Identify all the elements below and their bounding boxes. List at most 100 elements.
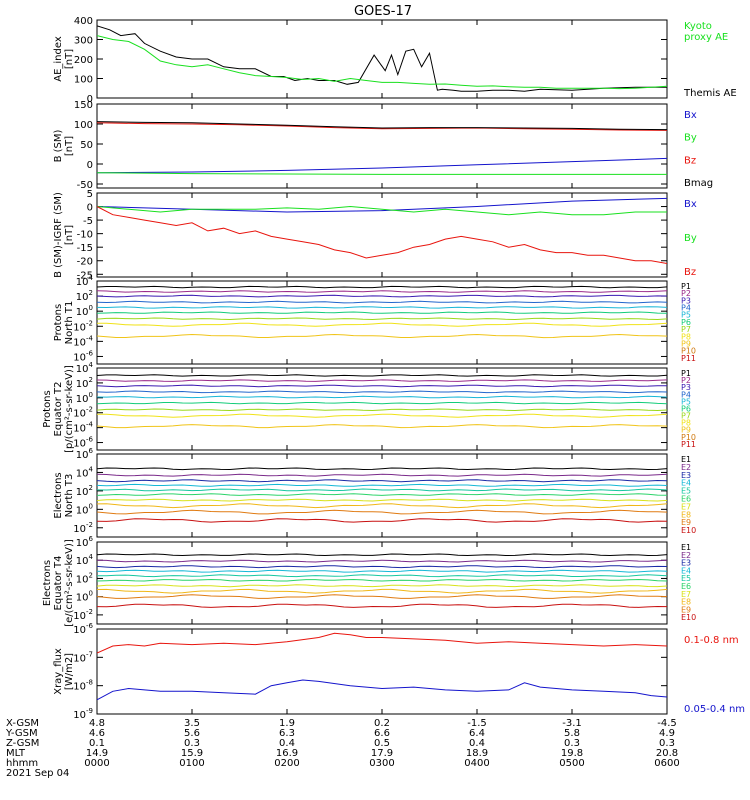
y-tick-label: 10-2 (73, 608, 93, 622)
legend-e9: E9 (681, 518, 691, 527)
panels: 0 100 200 300 400 AE_index[nT] Kyoto proxy AE Th… (42, 16, 745, 721)
legend-p7: P7 (681, 412, 691, 421)
y-tick-label: 104 (76, 553, 94, 567)
y-axis-label: ElectronsNorth T3 (53, 472, 75, 518)
legend-p9: P9 (681, 339, 691, 348)
channel-line-p3 (97, 294, 667, 298)
y-tick-label: 100 (74, 120, 93, 131)
row-value: 20.8 (656, 748, 678, 759)
y-tick-label: -5 (83, 216, 93, 227)
panel-frame (96, 628, 668, 715)
y-axis-label: ProtonsNorth T1 (53, 301, 75, 345)
legend-p3: P3 (681, 296, 691, 305)
y-tick-label: 0 (87, 160, 93, 171)
legend-e3: E3 (681, 471, 691, 480)
y-tick-label: 106 (76, 535, 94, 549)
series-line-by (97, 205, 667, 216)
legend-p4: P4 (681, 390, 691, 399)
panel-2: -50 0 50 100 150 B (SM)[nT] Bx By Bz Bmag (53, 100, 713, 191)
legend-e10: E10 (681, 613, 696, 622)
legend-e10: E10 (681, 526, 696, 535)
legend-e6: E6 (681, 495, 691, 504)
channel-line-e3 (97, 479, 667, 483)
row-value: 0.3 (184, 738, 200, 749)
y-tick-label: 104 (76, 361, 94, 375)
legend-entry: Themis AE (683, 88, 737, 99)
channel-line-e6 (97, 493, 667, 496)
y-tick-label: -25 (77, 270, 93, 281)
channel-line-e2 (97, 559, 667, 563)
legend-p2: P2 (681, 289, 691, 298)
channel-line-e3 (97, 565, 667, 569)
channel-line-p5 (97, 306, 667, 309)
y-tick-label: 5 (87, 189, 93, 200)
series-line-0-1-0-8-nm (97, 632, 667, 654)
series-line-bx (97, 157, 667, 174)
legend-p1: P1 (681, 369, 691, 378)
legend-e1: E1 (681, 455, 691, 464)
legend-p5: P5 (681, 397, 691, 406)
legend-e4: E4 (681, 479, 691, 488)
row-value: 0.1 (89, 738, 105, 749)
row-value: 4.9 (659, 728, 675, 739)
legend-e9: E9 (681, 605, 691, 614)
row-value: 0000 (84, 758, 109, 769)
y-tick-label: 50 (80, 140, 93, 151)
row-value: 0.2 (374, 718, 390, 729)
series-line-themis-ae (97, 25, 667, 92)
y-tick-label: 0 (87, 203, 93, 214)
legend-e4: E4 (681, 566, 691, 575)
legend-e3: E3 (681, 559, 691, 568)
channel-line-e6 (97, 578, 667, 582)
row-value: 18.9 (466, 748, 488, 759)
y-axis-label: ProtonsEquator T2[p/(cm²-s-sr-keV)] (42, 365, 75, 453)
y-tick-label: -15 (77, 243, 93, 254)
row-value: 6.6 (374, 728, 390, 739)
legend-e1: E1 (681, 543, 691, 552)
channel-line-p9 (97, 424, 667, 429)
y-tick-label: 10-6 (73, 622, 93, 636)
legend-e2: E2 (681, 463, 691, 472)
row-value: 6.3 (279, 728, 295, 739)
legend-p4: P4 (681, 304, 691, 313)
series-line-by (97, 172, 667, 175)
legend-e5: E5 (681, 487, 691, 496)
series-line-bz (97, 122, 667, 131)
y-tick-label: 102 (76, 484, 93, 498)
y-axis-label: ElectronsEquator T4[e/(cm²-s-sr-keV)] (42, 539, 75, 627)
y-tick-label: 10-4 (73, 421, 93, 435)
legend-entry: Bz (684, 155, 696, 166)
channel-line-e10 (97, 518, 667, 523)
row-value: 0300 (369, 758, 394, 769)
channel-line-p5 (97, 395, 667, 399)
y-tick-label: 200 (74, 55, 93, 66)
legend-entry: Bx (684, 110, 697, 121)
row-value: -1.5 (467, 718, 487, 729)
row-value: 4.8 (89, 718, 105, 729)
y-tick-label: 102 (76, 289, 93, 303)
channel-line-e4 (97, 483, 667, 487)
series-line-0-05-0-4-nm (97, 679, 667, 701)
legend-p10: P10 (681, 433, 696, 442)
legend-p7: P7 (681, 325, 691, 334)
y-tick-label: 150 (74, 100, 93, 111)
y-axis-label: B (SM)-IGRF (SM)[nT] (53, 192, 75, 278)
row-value: 4.6 (89, 728, 105, 739)
row-label-z-gsm: Z-GSM (6, 738, 39, 749)
channel-line-p6 (97, 401, 667, 405)
channel-line-e8 (97, 503, 667, 509)
legend-p2: P2 (681, 376, 691, 385)
channel-line-p2 (97, 290, 667, 293)
legend-entry: By (684, 233, 697, 244)
channel-line-e10 (97, 603, 667, 608)
channel-line-p8 (97, 413, 667, 418)
row-value: 0400 (464, 758, 489, 769)
row-label-y-gsm: Y-GSM (5, 728, 38, 739)
legend-p5: P5 (681, 311, 691, 320)
legend-p3: P3 (681, 383, 691, 392)
channel-line-p1 (97, 285, 667, 289)
panel-frame (96, 280, 668, 365)
